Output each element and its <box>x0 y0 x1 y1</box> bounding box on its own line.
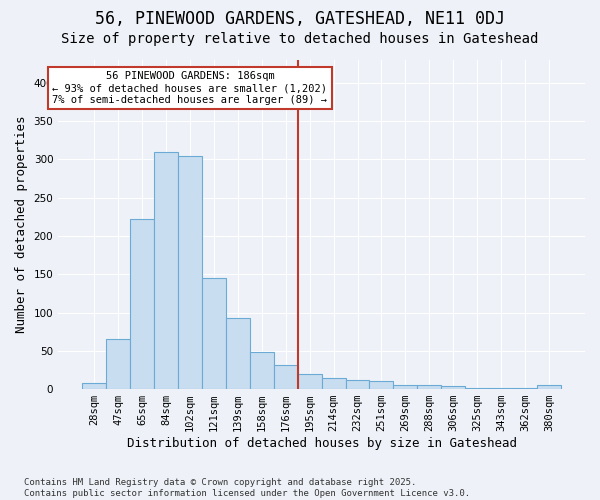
Bar <box>442 386 465 389</box>
X-axis label: Distribution of detached houses by size in Gateshead: Distribution of detached houses by size … <box>127 437 517 450</box>
Bar <box>465 388 489 389</box>
Text: Contains HM Land Registry data © Crown copyright and database right 2025.
Contai: Contains HM Land Registry data © Crown c… <box>24 478 470 498</box>
Bar <box>130 219 154 389</box>
Bar <box>322 378 346 389</box>
Text: Size of property relative to detached houses in Gateshead: Size of property relative to detached ho… <box>61 32 539 46</box>
Bar <box>202 278 226 389</box>
Bar <box>489 388 513 389</box>
Bar <box>298 374 322 389</box>
Bar <box>226 318 250 389</box>
Text: 56, PINEWOOD GARDENS, GATESHEAD, NE11 0DJ: 56, PINEWOOD GARDENS, GATESHEAD, NE11 0D… <box>95 10 505 28</box>
Y-axis label: Number of detached properties: Number of detached properties <box>15 116 28 334</box>
Bar <box>178 156 202 389</box>
Bar <box>82 383 106 389</box>
Bar <box>154 152 178 389</box>
Bar <box>370 382 394 389</box>
Bar <box>250 352 274 389</box>
Bar <box>513 388 537 389</box>
Bar <box>537 386 561 389</box>
Bar <box>394 386 418 389</box>
Bar <box>418 386 442 389</box>
Bar <box>346 380 370 389</box>
Bar <box>274 364 298 389</box>
Text: 56 PINEWOOD GARDENS: 186sqm
← 93% of detached houses are smaller (1,202)
7% of s: 56 PINEWOOD GARDENS: 186sqm ← 93% of det… <box>52 72 328 104</box>
Bar <box>106 340 130 389</box>
